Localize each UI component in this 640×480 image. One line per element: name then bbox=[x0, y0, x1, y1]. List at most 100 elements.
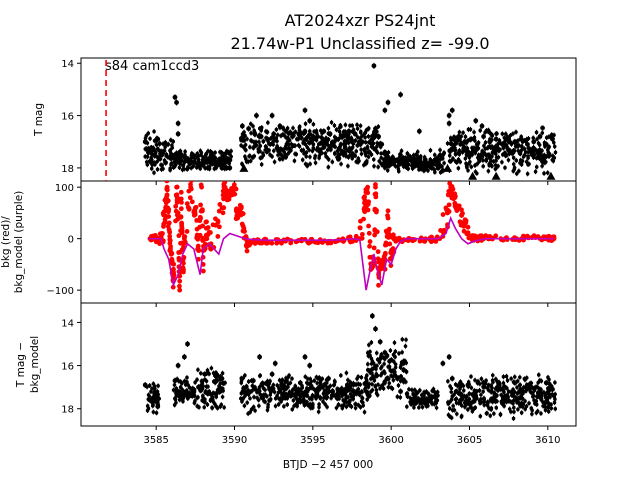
data-point bbox=[382, 107, 388, 113]
data-point bbox=[241, 138, 245, 143]
data-point bbox=[422, 161, 427, 165]
data-point bbox=[240, 162, 244, 166]
bkg-point bbox=[522, 234, 528, 240]
data-point bbox=[201, 155, 206, 160]
data-point bbox=[193, 399, 197, 403]
data-point bbox=[355, 126, 360, 131]
data-point bbox=[324, 395, 328, 399]
data-point bbox=[472, 147, 476, 151]
data-point bbox=[249, 138, 253, 143]
data-point bbox=[438, 157, 443, 161]
data-point bbox=[144, 147, 148, 151]
data-point bbox=[311, 402, 315, 406]
data-point bbox=[268, 392, 273, 397]
data-point bbox=[358, 139, 364, 145]
data-point bbox=[193, 155, 197, 159]
bkg-point bbox=[166, 220, 172, 226]
bkg-point bbox=[465, 230, 471, 236]
data-point bbox=[177, 165, 182, 170]
data-point bbox=[363, 135, 367, 140]
data-point bbox=[282, 404, 286, 409]
y-tick-label: 100 bbox=[55, 183, 74, 194]
data-point bbox=[157, 141, 162, 146]
data-point bbox=[347, 146, 352, 150]
data-point bbox=[286, 382, 291, 386]
data-point bbox=[248, 122, 253, 126]
data-point bbox=[372, 164, 376, 168]
data-point bbox=[456, 166, 461, 171]
bkg-point bbox=[205, 225, 211, 230]
data-point bbox=[320, 151, 324, 155]
data-point bbox=[302, 128, 308, 134]
data-point bbox=[311, 142, 315, 146]
data-point bbox=[325, 405, 329, 409]
y-tick-label: 14 bbox=[61, 59, 74, 70]
data-point bbox=[512, 165, 517, 170]
data-point bbox=[269, 113, 275, 118]
data-point bbox=[367, 140, 371, 145]
data-point bbox=[415, 149, 420, 154]
data-point bbox=[210, 406, 214, 410]
data-point bbox=[374, 351, 379, 355]
data-point bbox=[283, 391, 287, 396]
data-point bbox=[145, 149, 151, 155]
bkg-point bbox=[493, 233, 499, 239]
data-point bbox=[449, 107, 455, 113]
data-point bbox=[504, 143, 509, 147]
data-point bbox=[369, 136, 375, 142]
data-point bbox=[241, 145, 246, 149]
data-point bbox=[366, 362, 370, 366]
data-point bbox=[366, 149, 372, 155]
data-point bbox=[243, 157, 248, 161]
data-point bbox=[226, 150, 230, 155]
data-point bbox=[308, 136, 314, 142]
data-point bbox=[156, 400, 160, 405]
data-point bbox=[146, 131, 151, 136]
data-point bbox=[281, 126, 285, 130]
data-point bbox=[339, 149, 344, 154]
data-point bbox=[451, 136, 457, 142]
data-point bbox=[210, 160, 215, 166]
data-point bbox=[320, 377, 325, 381]
data-point bbox=[499, 141, 505, 147]
data-point bbox=[208, 398, 213, 403]
data-point bbox=[350, 145, 355, 150]
data-point bbox=[547, 145, 551, 149]
data-point bbox=[543, 160, 548, 164]
data-point bbox=[366, 134, 371, 139]
data-point bbox=[181, 399, 185, 404]
data-point bbox=[275, 383, 280, 388]
bkg-point bbox=[198, 202, 204, 208]
data-point bbox=[313, 156, 317, 160]
bkg-model-line bbox=[148, 215, 555, 291]
data-point bbox=[518, 158, 523, 163]
data-point bbox=[440, 154, 444, 159]
data-point bbox=[328, 384, 333, 388]
data-point bbox=[536, 154, 540, 158]
data-point bbox=[473, 118, 479, 124]
data-point bbox=[375, 144, 379, 149]
data-point bbox=[403, 344, 408, 348]
data-point bbox=[492, 147, 497, 152]
data-point bbox=[481, 164, 485, 169]
data-point bbox=[307, 129, 312, 133]
data-point bbox=[308, 162, 312, 166]
data-point bbox=[181, 163, 185, 168]
data-point bbox=[372, 378, 377, 383]
data-point bbox=[219, 402, 224, 407]
data-point bbox=[331, 393, 336, 398]
data-point bbox=[271, 383, 276, 387]
data-point bbox=[511, 131, 515, 136]
data-point bbox=[266, 402, 270, 407]
upper-limit-marker bbox=[443, 163, 453, 172]
data-point bbox=[505, 153, 509, 158]
data-point bbox=[329, 147, 333, 151]
data-point bbox=[252, 395, 256, 399]
data-point bbox=[177, 394, 181, 399]
data-point bbox=[332, 379, 337, 383]
data-point bbox=[265, 136, 270, 142]
data-point bbox=[178, 162, 182, 166]
data-point bbox=[303, 142, 308, 147]
magnitude-panel: 14 16 18 T mag bbox=[33, 57, 577, 185]
